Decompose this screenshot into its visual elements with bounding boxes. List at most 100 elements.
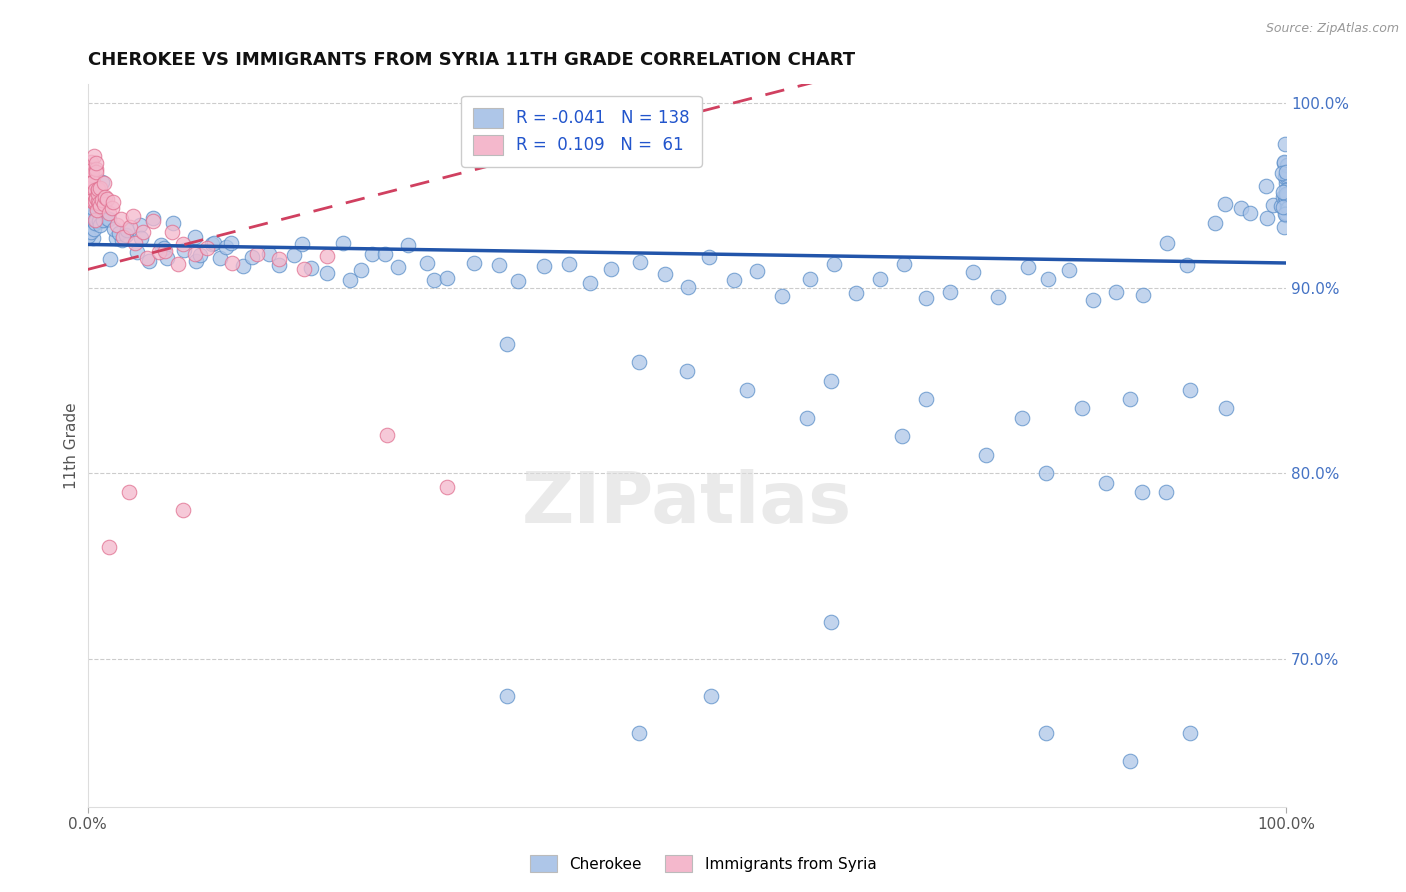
Point bbox=[1277, 169, 1299, 184]
Point bbox=[1272, 190, 1295, 204]
Point bbox=[1035, 467, 1057, 481]
Point bbox=[221, 256, 243, 270]
Point bbox=[1175, 258, 1198, 272]
Point bbox=[723, 273, 745, 287]
Point bbox=[267, 258, 290, 272]
Point bbox=[83, 209, 105, 223]
Point bbox=[87, 213, 110, 227]
Point bbox=[1274, 169, 1296, 184]
Point bbox=[184, 254, 207, 268]
Point bbox=[87, 187, 110, 202]
Point bbox=[202, 235, 225, 250]
Point bbox=[1035, 726, 1057, 740]
Point bbox=[1275, 176, 1298, 190]
Point bbox=[823, 257, 845, 271]
Point bbox=[1271, 200, 1294, 214]
Point bbox=[1275, 187, 1298, 202]
Point bbox=[93, 197, 115, 211]
Point bbox=[89, 195, 111, 210]
Point bbox=[1059, 263, 1081, 277]
Point bbox=[96, 192, 118, 206]
Point bbox=[155, 244, 177, 258]
Point bbox=[240, 250, 263, 264]
Point bbox=[77, 165, 100, 179]
Point bbox=[332, 236, 354, 251]
Point bbox=[962, 264, 984, 278]
Point bbox=[148, 244, 170, 259]
Point bbox=[939, 285, 962, 299]
Text: ZIPatlas: ZIPatlas bbox=[522, 469, 852, 538]
Point bbox=[799, 271, 821, 285]
Point bbox=[125, 244, 148, 259]
Point bbox=[195, 242, 218, 256]
Point bbox=[257, 247, 280, 261]
Point bbox=[91, 193, 114, 207]
Point bbox=[79, 186, 101, 200]
Point bbox=[107, 226, 129, 240]
Point bbox=[316, 266, 339, 280]
Point bbox=[627, 726, 650, 740]
Point bbox=[735, 383, 758, 397]
Point bbox=[89, 199, 111, 213]
Point bbox=[131, 225, 153, 239]
Point bbox=[628, 254, 651, 268]
Point bbox=[1277, 158, 1299, 172]
Point bbox=[1274, 207, 1296, 221]
Point bbox=[138, 253, 160, 268]
Point bbox=[1275, 168, 1298, 182]
Point bbox=[87, 183, 110, 197]
Point bbox=[136, 251, 159, 265]
Point bbox=[166, 257, 188, 271]
Point bbox=[105, 218, 128, 232]
Point bbox=[79, 180, 101, 194]
Point bbox=[1038, 272, 1060, 286]
Point bbox=[129, 230, 152, 244]
Point bbox=[1017, 260, 1039, 274]
Point bbox=[83, 216, 105, 230]
Point bbox=[1011, 410, 1033, 425]
Point bbox=[201, 236, 224, 251]
Point bbox=[76, 192, 98, 206]
Point bbox=[77, 161, 100, 176]
Point bbox=[1071, 401, 1094, 416]
Point bbox=[184, 230, 207, 244]
Point bbox=[339, 273, 361, 287]
Point bbox=[83, 222, 105, 236]
Point bbox=[820, 615, 842, 629]
Point bbox=[496, 336, 519, 351]
Point bbox=[436, 480, 458, 494]
Point bbox=[1279, 195, 1302, 210]
Point bbox=[1239, 206, 1261, 220]
Point bbox=[83, 149, 105, 163]
Point bbox=[1130, 484, 1153, 499]
Point bbox=[488, 258, 510, 272]
Point bbox=[292, 261, 315, 276]
Point bbox=[976, 448, 998, 462]
Point bbox=[98, 541, 121, 555]
Point bbox=[112, 229, 135, 244]
Point bbox=[84, 165, 107, 179]
Point bbox=[375, 428, 398, 442]
Point bbox=[1277, 199, 1299, 213]
Point bbox=[142, 211, 165, 226]
Point bbox=[415, 256, 437, 270]
Point bbox=[1178, 383, 1201, 397]
Point bbox=[1119, 392, 1142, 407]
Text: CHEROKEE VS IMMIGRANTS FROM SYRIA 11TH GRADE CORRELATION CHART: CHEROKEE VS IMMIGRANTS FROM SYRIA 11TH G… bbox=[87, 51, 855, 69]
Point bbox=[770, 289, 793, 303]
Point bbox=[1256, 211, 1278, 226]
Point bbox=[80, 225, 103, 239]
Text: Source: ZipAtlas.com: Source: ZipAtlas.com bbox=[1265, 22, 1399, 36]
Point bbox=[98, 252, 121, 266]
Point bbox=[915, 291, 938, 305]
Point bbox=[152, 241, 174, 255]
Point bbox=[98, 212, 121, 227]
Point bbox=[1256, 178, 1278, 193]
Point bbox=[1081, 293, 1104, 307]
Point bbox=[893, 257, 915, 271]
Point bbox=[83, 194, 105, 209]
Point bbox=[1274, 183, 1296, 197]
Point bbox=[1275, 158, 1298, 172]
Point bbox=[1213, 197, 1236, 211]
Point bbox=[128, 219, 150, 233]
